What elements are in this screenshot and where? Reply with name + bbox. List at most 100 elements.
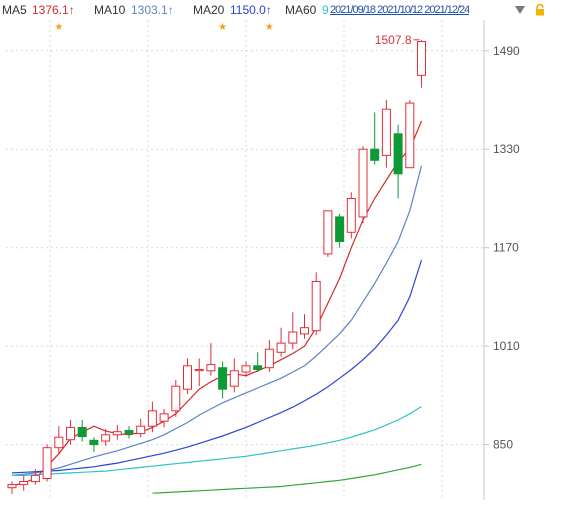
lock-icon[interactable] [534, 4, 546, 16]
candle-body [42, 447, 52, 480]
price-axis: 850 1010 1170 1330 1490 [483, 20, 520, 500]
candle [241, 361, 251, 377]
candle-body [335, 216, 345, 242]
candle-body [136, 425, 146, 435]
candles [7, 39, 426, 494]
ma-legend: MA5 1376.1↑ MA10 1303.1↑ MA20 1150.0↑ MA… [0, 0, 568, 20]
candle-body [183, 365, 192, 390]
candle [7, 481, 17, 494]
candle-body [358, 148, 368, 218]
candle-body [229, 370, 239, 387]
candle-body [264, 348, 274, 369]
candle [393, 124, 403, 199]
candle-body [206, 364, 216, 372]
candle-body [370, 148, 380, 161]
candle-body [276, 342, 286, 353]
candle [264, 340, 274, 372]
candle [381, 100, 391, 168]
candle-body [89, 439, 99, 446]
ma20-value: 1150.0↑ [230, 3, 272, 17]
candle [159, 408, 169, 428]
star-icon[interactable]: ★ [265, 22, 274, 33]
candle [183, 358, 192, 395]
ma60-value: 9 [322, 3, 329, 17]
axis-tick-label: 850 [493, 438, 513, 452]
candle [300, 314, 309, 339]
candle-body [253, 365, 263, 370]
candle [89, 437, 99, 452]
candle [42, 444, 52, 482]
ma20-line [11, 259, 423, 474]
candle [194, 358, 204, 387]
candle [101, 428, 111, 446]
candle [288, 312, 298, 350]
triangle-down-icon[interactable] [514, 4, 526, 16]
candle [417, 39, 426, 88]
candle [253, 352, 263, 372]
candle-body [241, 365, 251, 373]
candle [405, 100, 415, 169]
candle-body [194, 369, 204, 372]
ma10-line [11, 165, 423, 476]
candle [136, 418, 146, 438]
ma10-value: 1303.1↑ [131, 3, 174, 17]
candle-body [159, 413, 169, 422]
ma60-line [12, 405, 422, 476]
ma5-value: 1376.1↑ [32, 3, 75, 17]
candle-body [417, 41, 426, 76]
candle-body [381, 108, 391, 156]
date-range-link[interactable]: 2021/09/18 2021/10/12 2021/12/24 [330, 4, 470, 16]
axis-tick-label: 1490 [493, 44, 520, 58]
candle-body [124, 430, 134, 435]
candle [171, 380, 181, 417]
candle-body [171, 385, 181, 412]
candle [54, 426, 64, 454]
max-price-label: 1507.8 [375, 33, 412, 47]
candle [19, 475, 29, 491]
candle [346, 192, 356, 239]
ma60-label: MA60 [285, 3, 317, 17]
candle [147, 401, 157, 433]
candle [112, 424, 122, 440]
candle-body [393, 133, 403, 175]
axis-tick-label: 1010 [493, 339, 520, 353]
ma120-line [152, 463, 422, 494]
candle-body [30, 474, 40, 483]
candle-body [300, 327, 309, 335]
candle [124, 426, 134, 439]
candle-body [288, 331, 298, 344]
candle [370, 112, 380, 165]
candle-body [218, 367, 228, 390]
candle-body [77, 426, 87, 438]
candle [218, 361, 228, 399]
axis-tick-label: 1170 [493, 241, 519, 255]
ma20-label: MA20 [193, 3, 225, 17]
ma10-label: MA10 [94, 3, 126, 17]
axis-tick-label: 1330 [493, 142, 520, 156]
candle-body [54, 436, 64, 449]
candle-body [311, 281, 321, 332]
star-icon[interactable]: ★ [54, 22, 63, 33]
candle-body [19, 481, 29, 486]
candle [30, 469, 40, 485]
candle-body [323, 210, 333, 255]
candle [323, 210, 333, 257]
candle [77, 420, 87, 442]
candle [311, 272, 321, 336]
candle-body [112, 431, 122, 436]
candle [66, 420, 75, 445]
candle [276, 327, 286, 357]
candle-body [147, 410, 157, 427]
candle-body [405, 102, 415, 169]
star-icon[interactable]: ★ [218, 22, 227, 33]
candle [358, 146, 368, 224]
candle-body [66, 426, 75, 441]
candle-body [101, 434, 111, 442]
candle [229, 358, 239, 393]
event-markers: ★ ★ ★ [54, 22, 274, 33]
candle-body [7, 484, 17, 489]
candle [206, 343, 216, 376]
candle [335, 213, 345, 248]
ma5-label: MA5 [2, 3, 27, 17]
